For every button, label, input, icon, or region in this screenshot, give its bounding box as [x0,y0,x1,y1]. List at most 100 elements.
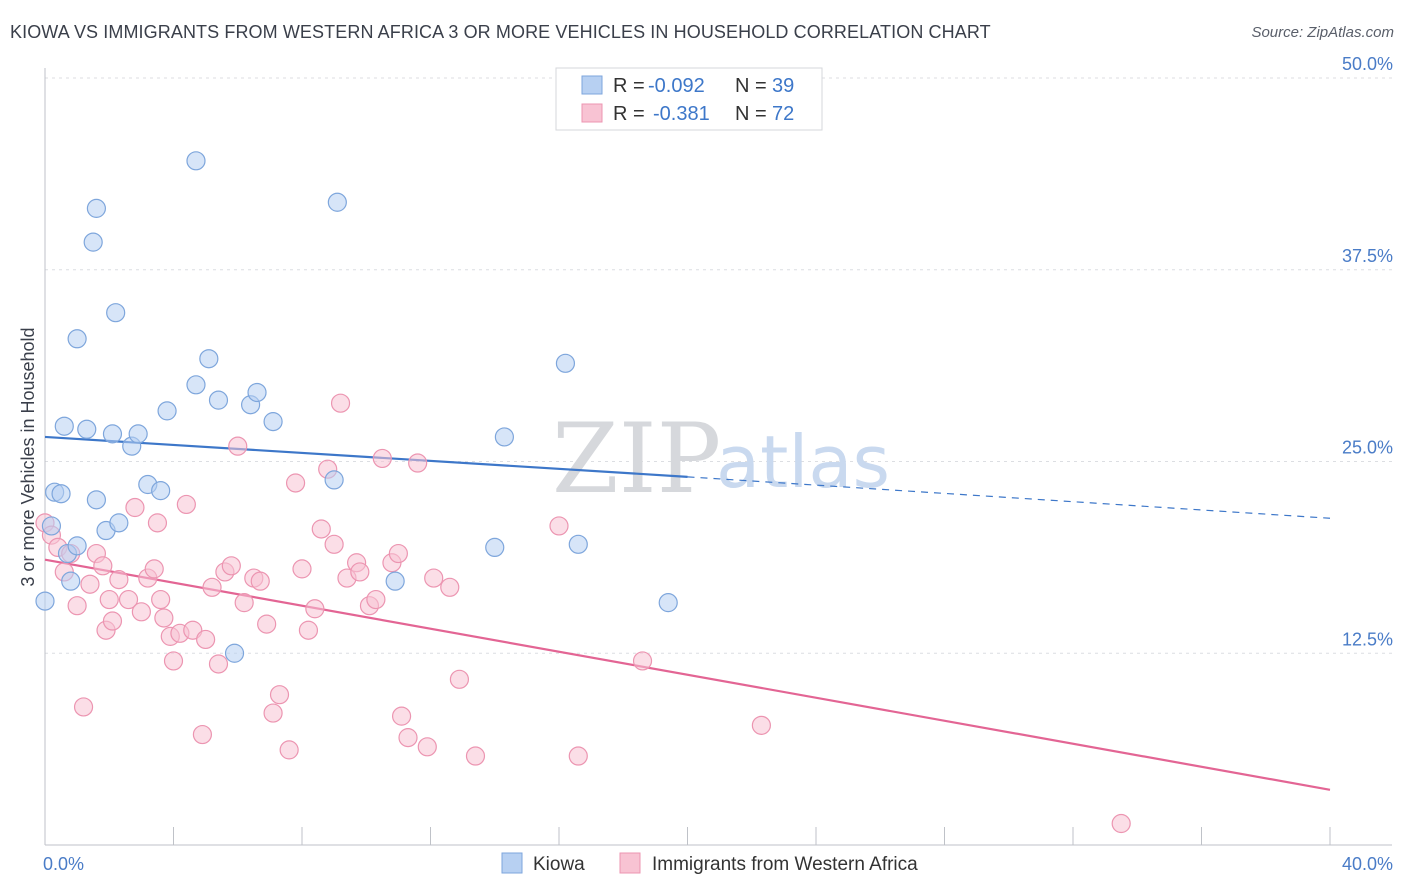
kiowa-point [568,534,588,554]
western-africa-point [440,577,460,597]
y-tick-label: 37.5% [1342,246,1393,266]
western-africa-point [305,599,325,619]
western-africa-point [279,740,299,760]
western-africa-point [144,559,164,579]
series-legend-swatch-kiowa [501,852,523,874]
western-africa-point [118,589,139,610]
kiowa-point [327,192,347,212]
y-tick-label: 12.5% [1342,629,1393,649]
legend-r-value-western-africa: -0.381 [653,103,710,125]
kiowa-point [67,536,87,556]
legend-n-value-kiowa: 39 [772,75,794,97]
western-africa-point [208,654,229,674]
legend-n-label-western-africa: N = [735,103,767,125]
kiowa-point [208,390,229,410]
kiowa-trend-extension [687,476,1331,519]
western-africa-point [269,685,290,705]
western-africa-point [292,559,312,579]
kiowa-point [157,401,177,421]
western-africa-point [234,593,254,613]
legend-swatch-western-africa [581,103,603,123]
series-legend-swatch-western-africa [619,852,641,874]
western-africa-point [73,697,94,717]
western-africa-point [250,571,270,591]
western-africa-point [388,543,408,564]
western-africa-point [568,746,588,766]
western-africa-point [176,494,196,515]
grid-layer [45,77,1392,654]
kiowa-point [86,198,107,218]
western-africa-point [366,589,386,610]
legend-r-label-kiowa: R = [613,75,645,97]
western-africa-point [285,473,306,493]
legend-n-label-kiowa: N = [735,75,767,97]
kiowa-point [485,537,505,558]
y-axis-label: 3 or more Vehicles in Household [18,327,38,586]
kiowa-point [247,382,267,403]
western-africa-point [330,393,351,413]
kiowa-point [186,151,206,171]
x-tick-label-min: 0.0% [43,854,84,874]
kiowa-point [41,516,62,536]
legend-swatch-kiowa [581,75,603,95]
legend-r-value-kiowa: -0.092 [648,75,705,97]
correlation-legend: R = -0.092 N = 39 R = -0.381 N = 72 [555,67,823,131]
chart-source: Source: ZipAtlas.com [1251,24,1394,41]
western-africa-point [417,737,437,757]
western-africa-point [125,497,145,518]
watermark: ZIP atlas [552,403,890,515]
watermark-zip: ZIP [552,403,721,515]
kiowa-point [199,349,219,369]
kiowa-point [128,424,148,444]
kiowa-point [224,643,245,663]
kiowa-point [494,427,514,447]
kiowa-point [77,419,97,439]
trend-layer [44,435,1331,791]
kiowa-point [61,571,81,591]
legend-r-label-western-africa: R = [613,103,645,125]
kiowa-point [67,329,87,349]
western-africa-point [311,519,331,539]
kiowa-trend-line [44,435,688,478]
kiowa-point [109,513,129,533]
western-africa-point [372,448,392,469]
western-africa-point [221,556,241,576]
points-layer [35,151,1131,834]
series-legend: Kiowa Immigrants from Western Africa [501,852,918,875]
kiowa-point [385,571,405,591]
western-africa-point [147,513,168,533]
western-africa-point [398,728,418,748]
western-africa-point [298,620,319,640]
western-africa-point [102,611,123,631]
western-africa-point [163,651,184,671]
series-legend-label-kiowa: Kiowa [533,854,585,875]
kiowa-point [54,416,74,436]
western-africa-point [465,746,486,766]
western-africa-point [549,516,569,536]
western-africa-point [391,706,412,726]
y-tick-label: 50.0% [1342,54,1393,74]
kiowa-point [86,490,107,510]
kiowa-point [555,353,576,373]
legend-n-value-western-africa: 72 [772,103,794,125]
western-africa-point [263,703,283,723]
watermark-atlas: atlas [716,420,890,504]
western-africa-point [99,589,119,610]
western-africa-point [408,453,428,473]
western-africa-point [151,589,171,610]
western-africa-point [424,568,444,588]
kiowa-point [106,303,126,323]
kiowa-point [263,412,283,432]
x-tick-label-max: 40.0% [1342,854,1393,874]
western-africa-point [192,724,213,745]
axis-layer: 12.5% 25.0% 37.5% 50.0% 0.0% 40.0% [43,54,1393,874]
kiowa-point [186,375,206,395]
western-africa-point [67,596,87,616]
kiowa-point [658,593,678,613]
western-africa-point [257,614,277,634]
kiowa-point [102,424,123,444]
series-legend-label-western-africa: Immigrants from Western Africa [652,854,918,875]
kiowa-point [324,470,344,490]
y-tick-label: 25.0% [1342,438,1393,458]
